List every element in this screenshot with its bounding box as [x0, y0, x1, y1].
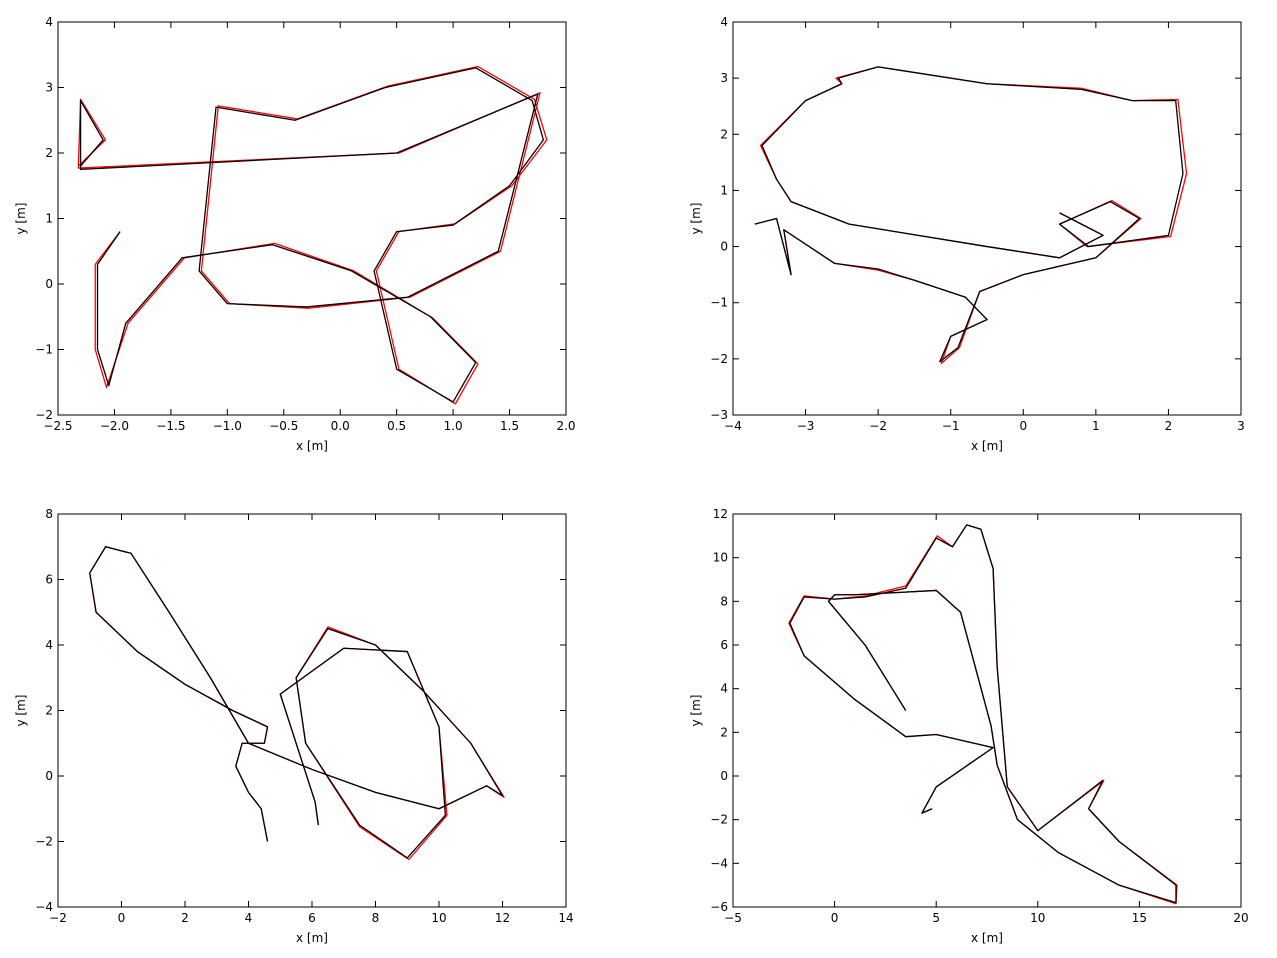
y-tick-label: −2: [35, 835, 53, 849]
y-tick-label: 12: [713, 507, 728, 521]
x-tick-label: 1.5: [500, 419, 519, 433]
y-tick-label: 4: [720, 682, 728, 696]
y-tick-label: 1: [720, 183, 728, 197]
x-tick-label: 1: [1092, 419, 1100, 433]
y-tick-label: 2: [45, 704, 53, 718]
plot-frame: [57, 21, 567, 416]
y-tick-label: −2: [710, 352, 728, 366]
x-tick-label: 2.0: [556, 419, 575, 433]
y-tick-label: 10: [713, 551, 728, 565]
plot-frame: [732, 21, 1242, 416]
y-axis-label: y [m]: [689, 695, 703, 727]
y-tick-label: 4: [45, 15, 53, 29]
y-tick-label: 0: [45, 769, 53, 783]
x-tick-label: −1.0: [213, 419, 242, 433]
x-axis-label: x [m]: [971, 931, 1003, 945]
y-tick-label: 3: [720, 71, 728, 85]
y-tick-label: −4: [35, 900, 53, 914]
x-tick-label: 2: [1165, 419, 1173, 433]
x-tick-label: 0: [118, 911, 126, 925]
x-tick-label: −4: [724, 419, 742, 433]
x-tick-label: 14: [558, 911, 573, 925]
y-axis-label: y [m]: [689, 203, 703, 235]
x-tick-label: −5: [724, 911, 742, 925]
x-tick-label: 0: [831, 911, 839, 925]
x-tick-label: −3: [797, 419, 815, 433]
x-tick-label: 10: [431, 911, 446, 925]
x-tick-label: −2.5: [43, 419, 72, 433]
x-tick-label: −1: [942, 419, 960, 433]
y-tick-label: 2: [45, 146, 53, 160]
x-tick-label: 1.0: [444, 419, 463, 433]
trajectory: [89, 546, 505, 861]
y-tick-label: −2: [710, 813, 728, 827]
x-tick-label: −0.5: [269, 419, 298, 433]
x-tick-label: −2: [869, 419, 887, 433]
y-tick-label: 6: [720, 638, 728, 652]
plot-frame: [732, 513, 1242, 908]
x-tick-label: 10: [1030, 911, 1045, 925]
x-tick-label: 8: [372, 911, 380, 925]
y-tick-label: 4: [720, 15, 728, 29]
x-tick-label: 5: [932, 911, 940, 925]
trajectory: [89, 546, 504, 859]
x-tick-label: 0: [1019, 419, 1027, 433]
x-axis-label: x [m]: [971, 439, 1003, 453]
y-tick-label: −3: [710, 408, 728, 422]
y-tick-label: 8: [720, 594, 728, 608]
x-tick-label: 15: [1132, 911, 1147, 925]
x-axis-label: x [m]: [296, 439, 328, 453]
x-tick-label: −2.0: [100, 419, 129, 433]
y-tick-label: 8: [45, 507, 53, 521]
trajectory: [789, 524, 1177, 904]
y-tick-label: 4: [45, 638, 53, 652]
x-tick-label: 4: [245, 911, 253, 925]
y-tick-label: 3: [45, 81, 53, 95]
y-tick-label: 0: [45, 277, 53, 291]
y-tick-label: 2: [720, 127, 728, 141]
x-axis-label: x [m]: [296, 931, 328, 945]
y-tick-label: 0: [720, 769, 728, 783]
x-tick-label: 0.0: [331, 419, 350, 433]
trajectory: [754, 66, 1188, 364]
x-tick-label: 20: [1233, 911, 1248, 925]
x-tick-label: 3: [1237, 419, 1245, 433]
x-tick-label: −1.5: [156, 419, 185, 433]
y-tick-label: 6: [45, 573, 53, 587]
x-tick-label: 6: [308, 911, 316, 925]
x-tick-label: 12: [495, 911, 510, 925]
x-tick-label: 0.5: [387, 419, 406, 433]
y-tick-label: −4: [710, 856, 728, 870]
y-tick-label: −2: [35, 408, 53, 422]
y-axis-label: y [m]: [14, 695, 28, 727]
trajectory: [77, 65, 548, 405]
trajectory: [754, 66, 1184, 363]
plot-frame: [57, 513, 567, 908]
y-tick-label: 1: [45, 212, 53, 226]
y-tick-label: 0: [720, 240, 728, 254]
trajectory: [79, 67, 545, 403]
trajectory: [788, 524, 1178, 905]
y-tick-label: −6: [710, 900, 728, 914]
y-tick-label: 2: [720, 725, 728, 739]
y-tick-label: −1: [35, 343, 53, 357]
x-tick-label: −2: [49, 911, 67, 925]
y-tick-label: −1: [710, 296, 728, 310]
x-tick-label: 2: [181, 911, 189, 925]
y-axis-label: y [m]: [14, 203, 28, 235]
